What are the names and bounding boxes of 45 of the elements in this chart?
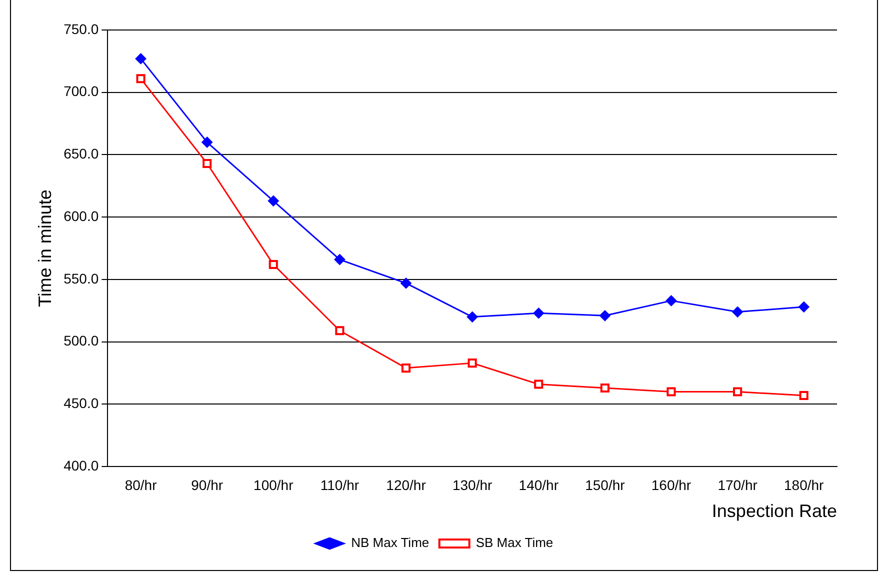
x-tick-label: 180/hr <box>784 476 824 493</box>
point <box>666 295 677 306</box>
y-tick-label: 750.0 <box>64 20 99 37</box>
point <box>599 310 610 322</box>
x-tick-label: 100/hr <box>254 476 294 493</box>
point <box>401 364 411 373</box>
point <box>202 136 213 148</box>
y-tick-label: 550.0 <box>64 270 99 286</box>
legend-label: NB Max Time <box>351 535 430 550</box>
point <box>732 306 744 318</box>
x-tick-label: 110/hr <box>320 476 360 493</box>
point <box>135 53 146 64</box>
y-tick-label: 400.0 <box>64 457 99 474</box>
legend-label: SB Max Time <box>476 535 554 550</box>
point <box>666 387 676 396</box>
point <box>733 387 742 396</box>
point <box>466 311 478 322</box>
point <box>468 358 477 368</box>
y-tick-label: 600.0 <box>64 208 99 224</box>
point <box>335 326 344 336</box>
point <box>600 383 610 393</box>
point <box>534 380 544 389</box>
x-tick-label: 160/hr <box>651 476 692 493</box>
y-axis-title: Time in minute <box>34 190 55 307</box>
point <box>334 254 346 266</box>
x-tick-label: 90/hr <box>191 476 224 493</box>
x-tick-label: 170/hr <box>718 476 758 493</box>
y-tick-label: 650.0 <box>64 146 99 162</box>
point <box>533 308 544 319</box>
point <box>798 301 810 312</box>
point <box>400 278 412 289</box>
y-tick-label: 450.0 <box>64 395 99 412</box>
x-tick-label: 140/hr <box>518 476 559 493</box>
x-tick-label: 120/hr <box>386 476 426 493</box>
y-tick-label: 500.0 <box>64 332 99 349</box>
y-tick-label: 700.0 <box>64 83 99 100</box>
x-tick-label: 130/hr <box>452 476 492 493</box>
x-tick-label: 150/hr <box>585 476 626 493</box>
point <box>799 390 808 400</box>
point <box>136 74 146 84</box>
x-tick-label: 80/hr <box>124 476 158 493</box>
x-axis-title: Inspection Rate <box>712 501 837 522</box>
point <box>202 158 212 168</box>
point <box>268 260 278 270</box>
point <box>268 195 279 206</box>
